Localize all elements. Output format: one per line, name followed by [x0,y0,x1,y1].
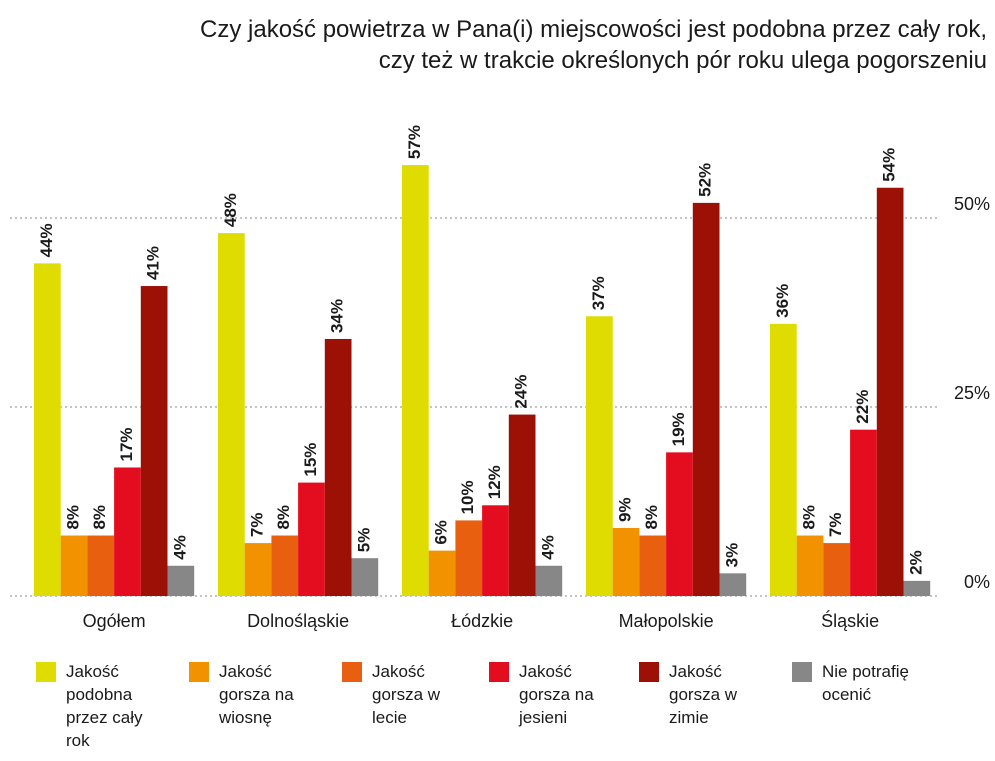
bar [351,558,379,596]
legend-swatch [342,662,362,682]
x-tick-label: Śląskie [821,610,879,631]
legend-label: Jakość podobna przez cały rok [66,662,143,750]
bar [34,263,61,596]
bar [796,535,824,596]
data-label: 9% [616,497,635,522]
bar [244,543,272,596]
data-label: 34% [328,299,347,333]
legend-label: Jakość gorsza w zimie [669,662,738,727]
data-label: 52% [696,163,715,197]
bar [140,286,168,596]
data-label: 8% [800,505,819,530]
data-label: 17% [117,427,136,461]
data-label: 4% [170,535,189,560]
data-label: 12% [485,465,504,499]
data-label: 36% [773,284,792,318]
bar [482,505,509,596]
data-label: 24% [512,375,531,409]
legend-item: Jakość gorsza na jesieni [489,660,619,729]
data-label: 8% [64,505,83,530]
data-label: 44% [37,223,56,257]
legend-swatch [639,662,659,682]
data-label: 48% [221,193,240,227]
x-tick-label: Dolnośląskie [247,611,349,631]
bar [692,202,720,596]
legend-item: Jakość gorsza w lecie [342,660,472,729]
bar [876,187,904,596]
data-label: 4% [538,535,557,560]
chart-title: Czy jakość powietrza w Pana(i) miejscowo… [200,16,987,74]
x-tick-label: Łódzkie [451,611,513,631]
y-tick-label: 50% [954,194,990,214]
bar [428,550,456,596]
bar [850,429,877,596]
bar [586,316,613,596]
bar [455,520,483,596]
data-label: 22% [853,390,872,424]
bar [167,565,195,596]
bar [770,323,797,596]
bar [271,535,299,596]
legend-swatch [489,662,509,682]
legend-swatch [792,662,812,682]
bar [508,414,536,596]
legend-item: Jakość podobna przez cały rok [36,660,166,752]
y-tick-label: 0% [964,572,990,592]
data-label: 7% [826,513,845,538]
legend: Jakość podobna przez cały rok Jakość gors… [36,660,986,760]
legend-item: Jakość gorsza w zimie [639,660,769,729]
legend-item: Jakość gorsza na wiosnę [189,660,319,729]
data-label: 3% [722,543,741,568]
legend-label: Jakość gorsza w lecie [372,662,441,727]
bar [87,535,115,596]
data-label: 37% [589,276,608,310]
data-label: 41% [144,246,163,280]
data-label: 8% [90,505,109,530]
bar [535,565,563,596]
legend-label: Jakość gorsza na wiosnę [219,662,294,727]
bar [666,452,693,596]
bar [114,467,141,596]
x-tick-label: Ogółem [83,611,146,631]
legend-swatch [189,662,209,682]
legend-swatch [36,662,56,682]
data-label: 5% [354,528,373,553]
data-label: 19% [669,412,688,446]
legend-label: Nie potrafię ocenić [822,662,909,704]
bar [60,535,88,596]
data-label: 7% [248,513,267,538]
bar [823,543,851,596]
y-tick-label: 25% [954,383,990,403]
bar [639,535,667,596]
data-label: 57% [405,125,424,159]
data-label: 10% [458,480,477,514]
bar [218,233,245,596]
data-label: 8% [274,505,293,530]
data-label: 8% [642,505,661,530]
data-label: 2% [906,550,925,575]
bar [402,165,429,596]
x-tick-label: Małopolskie [619,611,714,631]
bar [719,573,747,596]
data-label: 15% [301,443,320,477]
chart: 0% 25% 50% Ogółem 44% 8% 8% 17% 41% 4% Dolnośląski… [10,125,990,631]
legend-item: Nie potrafię ocenić [792,660,952,706]
data-label: 6% [432,520,451,545]
data-label: 54% [880,148,899,182]
bar [903,580,931,596]
bar [324,338,352,596]
bar [298,482,325,596]
bar [612,527,640,596]
legend-label: Jakość gorsza na jesieni [519,662,594,727]
